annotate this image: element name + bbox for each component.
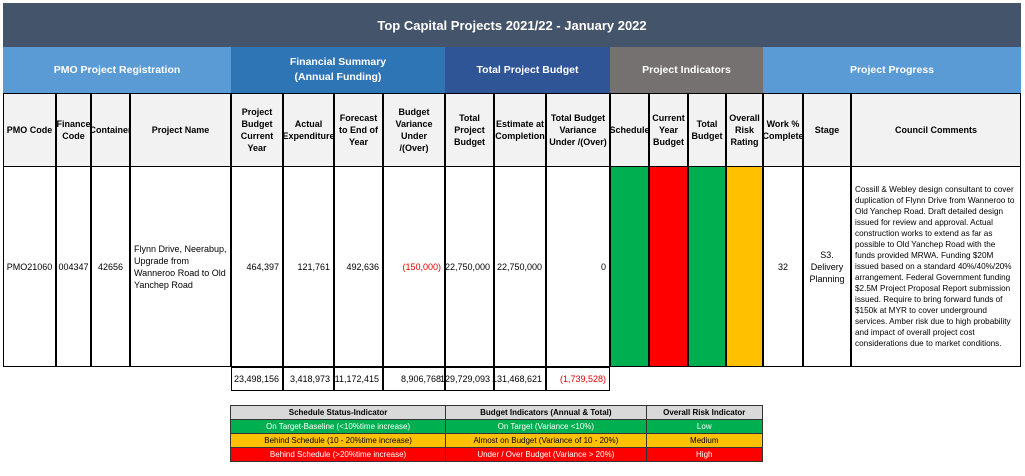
legend-table: Schedule Status-Indicator Budget Indicat… [230, 405, 763, 462]
cell-pmo-code: PMO21060 [3, 166, 56, 367]
indicator-overall-risk [726, 166, 763, 367]
indicator-schedule [610, 166, 649, 367]
legend-header-budget: Budget Indicators (Annual & Total) [445, 405, 647, 420]
total-project-budget-current-year: 23,498,156 [231, 367, 283, 391]
col-header-work-complete: Work % Complete [763, 93, 804, 167]
col-header-schedule: Schedule [610, 93, 650, 167]
total-estimate: 131,468,621 [492, 367, 546, 391]
cell-actual-expenditure: 121,761 [283, 166, 334, 367]
cell-project-budget: 464,397 [231, 166, 283, 367]
total-actual-expenditure: 3,418,973 [283, 367, 334, 391]
col-header-project-budget: Project Budget Current Year [231, 93, 283, 167]
cell-stage: S3. Delivery Planning [803, 166, 851, 367]
group-financial-summary: Financial Summary (Annual Funding) [231, 47, 445, 93]
col-header-budget-variance: Budget Variance Under /(Over) [383, 93, 445, 167]
col-header-total-variance: Total Budget Variance Under /(Over) [546, 93, 610, 167]
legend-header-risk: Overall Risk Indicator [645, 405, 763, 420]
cell-forecast: 492,636 [334, 166, 383, 367]
legend-schedule-text: Behind Schedule (>20%time increase) [230, 447, 447, 462]
cell-total-variance: 0 [546, 166, 610, 367]
col-header-pmo-code: PMO Code [3, 93, 56, 167]
legend-header-schedule: Schedule Status-Indicator [230, 405, 447, 420]
col-header-actual-expenditure: Actual Expenditure [283, 93, 335, 167]
cell-budget-variance: (150,000) [383, 166, 445, 367]
cell-total-project-budget: 22,750,000 [445, 166, 494, 367]
legend-schedule-text: Behind Schedule (10 - 20%time increase) [230, 433, 447, 448]
cell-council-comments: Cossill & Webley design consultant to co… [851, 166, 1021, 367]
col-header-current-year-budget: Current Year Budget [649, 93, 688, 167]
legend-risk-text: Low [645, 419, 763, 434]
col-header-total-budget: Total Budget [688, 93, 726, 167]
total-total-project-budget: 129,729,093 [440, 367, 494, 391]
group-project-indicators: Project Indicators [610, 47, 763, 93]
legend-row-red: Behind Schedule (>20%time increase) Unde… [230, 447, 763, 462]
legend-row-amber: Behind Schedule (10 - 20%time increase) … [230, 433, 763, 448]
cell-finance-code: 004347 [56, 166, 91, 367]
col-header-container: Container [90, 93, 132, 167]
group-project-progress: Project Progress [763, 47, 1021, 93]
cell-estimate: 22,750,000 [494, 166, 546, 367]
legend-risk-text: High [645, 447, 763, 462]
cell-project-name: Flynn Drive, Neerabup, Upgrade from Wann… [130, 166, 231, 367]
col-header-forecast: Forecast to End of Year [334, 93, 383, 167]
group-pmo-registration: PMO Project Registration [3, 47, 231, 93]
legend-header-row: Schedule Status-Indicator Budget Indicat… [230, 405, 763, 420]
col-header-overall-risk: Overall Risk Rating [726, 93, 763, 167]
col-header-finance-code: Finance Code [56, 93, 91, 167]
total-budget-variance: 8,906,768 [383, 367, 445, 391]
col-header-total-project-budget: Total Project Budget [445, 93, 494, 167]
legend-budget-text: Almost on Budget (Variance of 10 - 20%) [445, 433, 647, 448]
cell-work-complete: 32 [763, 166, 803, 367]
legend-schedule-text: On Target-Baseline (<10%time increase) [230, 419, 447, 434]
legend-row-green: On Target-Baseline (<10%time increase) O… [230, 419, 763, 434]
legend-budget-text: Under / Over Budget (Variance > 20%) [445, 447, 647, 462]
total-forecast: 11,172,415 [334, 367, 383, 391]
group-total-project-budget: Total Project Budget [445, 47, 610, 93]
cell-container: 42656 [91, 166, 130, 367]
total-total-variance: (1,739,528) [546, 367, 610, 391]
col-header-stage: Stage [803, 93, 851, 167]
legend-budget-text: On Target (Variance <10%) [445, 419, 647, 434]
indicator-total-budget [688, 166, 726, 367]
report-title: Top Capital Projects 2021/22 - January 2… [3, 3, 1021, 47]
legend-risk-text: Medium [645, 433, 763, 448]
col-header-estimate: Estimate at Completion [494, 93, 546, 167]
col-header-council-comments: Council Comments [851, 93, 1021, 167]
indicator-current-year-budget [649, 166, 688, 367]
col-header-project-name: Project Name [130, 93, 231, 167]
